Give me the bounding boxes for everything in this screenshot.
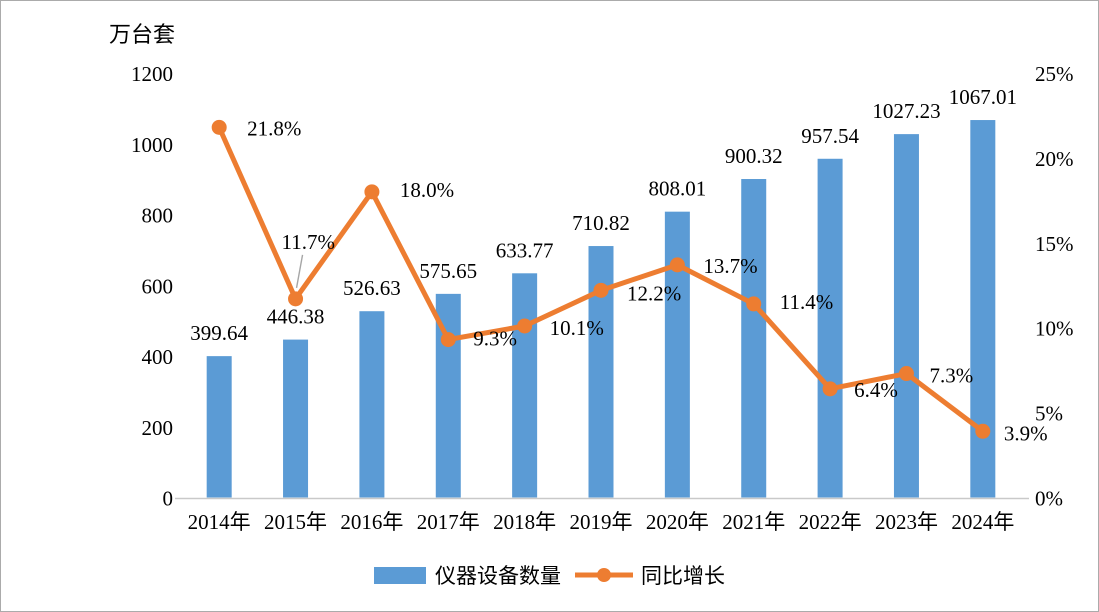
line-value-label: 13.7% [703,254,757,278]
x-axis-label: 2015年 [264,510,327,534]
legend-label-bar-series: 仪器设备数量 [435,564,561,588]
line-value-label: 11.7% [282,230,335,254]
bar-value-label: 526.63 [343,276,401,300]
line-marker-2014年 [211,119,227,135]
chart-legend: 仪器设备数量 同比增长 [1,560,1098,590]
line-series-swatch-icon [575,568,633,582]
right-axis-tick: 0% [1035,487,1063,511]
line-marker-2023年 [898,366,914,382]
bar-2016年 [359,311,385,498]
line-marker-2022年 [822,381,838,397]
right-axis-tick: 10% [1035,317,1074,341]
legend-label-line-series: 同比增长 [641,564,725,588]
bar-2024年 [970,120,996,498]
line-marker-2018年 [517,318,533,334]
bar-value-label: 1067.01 [949,85,1017,109]
line-value-label: 10.1% [550,316,604,340]
bar-value-label: 900.32 [725,144,783,168]
bar-2023年 [893,134,919,498]
line-value-label: 12.2% [627,281,681,305]
x-axis-label: 2016年 [340,510,403,534]
bar-value-label: 808.01 [648,177,706,201]
bar-2022年 [817,158,843,498]
left-axis-tick: 200 [142,416,174,440]
line-marker-2019年 [593,282,609,298]
line-marker-2015年 [288,291,304,307]
right-axis-tick: 20% [1035,147,1074,171]
x-axis-label: 2021年 [722,510,785,534]
bar-2015年 [283,339,309,498]
x-axis-label: 2018年 [493,510,556,534]
line-marker-2017年 [440,332,456,348]
bar-value-label: 633.77 [496,238,554,262]
bar-2021年 [741,179,767,498]
left-axis-tick: 1200 [131,62,173,86]
legend-item-line-series: 同比增长 [573,560,725,590]
line-value-label: 9.3% [473,327,517,351]
bar-2018年 [512,273,538,498]
line-marker-2024年 [975,423,991,439]
x-axis-label: 2022年 [799,510,862,534]
left-axis-unit-label: 万台套 [109,22,176,47]
bar-value-label: 957.54 [801,124,859,148]
left-axis-tick: 1000 [131,133,173,157]
data-label-leader-line [295,254,304,288]
right-axis-tick: 25% [1035,62,1074,86]
line-value-label: 18.0% [400,178,454,202]
x-axis-label: 2024年 [951,510,1014,534]
line-marker-2021年 [746,296,762,312]
line-value-label: 21.8% [247,116,301,140]
left-axis-tick: 0 [163,487,174,511]
bar-value-label: 399.64 [190,321,248,345]
x-axis-label: 2014年 [188,510,251,534]
bar-2014年 [206,356,232,498]
line-value-label: 7.3% [929,364,973,388]
x-axis-label: 2017年 [417,510,480,534]
x-axis-label: 2020年 [646,510,709,534]
bar-value-label: 710.82 [572,211,630,235]
bar-series-swatch-icon [374,566,426,584]
line-value-label: 11.4% [780,290,833,314]
x-axis-label: 2023年 [875,510,938,534]
bar-value-label: 446.38 [267,305,325,329]
line-value-label: 6.4% [854,378,898,402]
bar-value-label: 1027.23 [872,99,940,123]
right-axis-tick: 5% [1035,402,1063,426]
x-axis-label: 2019年 [570,510,633,534]
line-marker-2016年 [364,184,380,200]
bar-value-label: 575.65 [419,259,477,283]
legend-item-bar-series: 仪器设备数量 [374,560,561,590]
left-axis-tick: 400 [142,345,174,369]
left-axis-tick: 800 [142,204,174,228]
bar-2020年 [664,211,690,498]
line-value-label: 3.9% [1004,421,1048,445]
right-axis-tick: 15% [1035,232,1074,256]
left-axis-tick: 600 [142,274,174,298]
line-marker-2020年 [669,257,685,273]
